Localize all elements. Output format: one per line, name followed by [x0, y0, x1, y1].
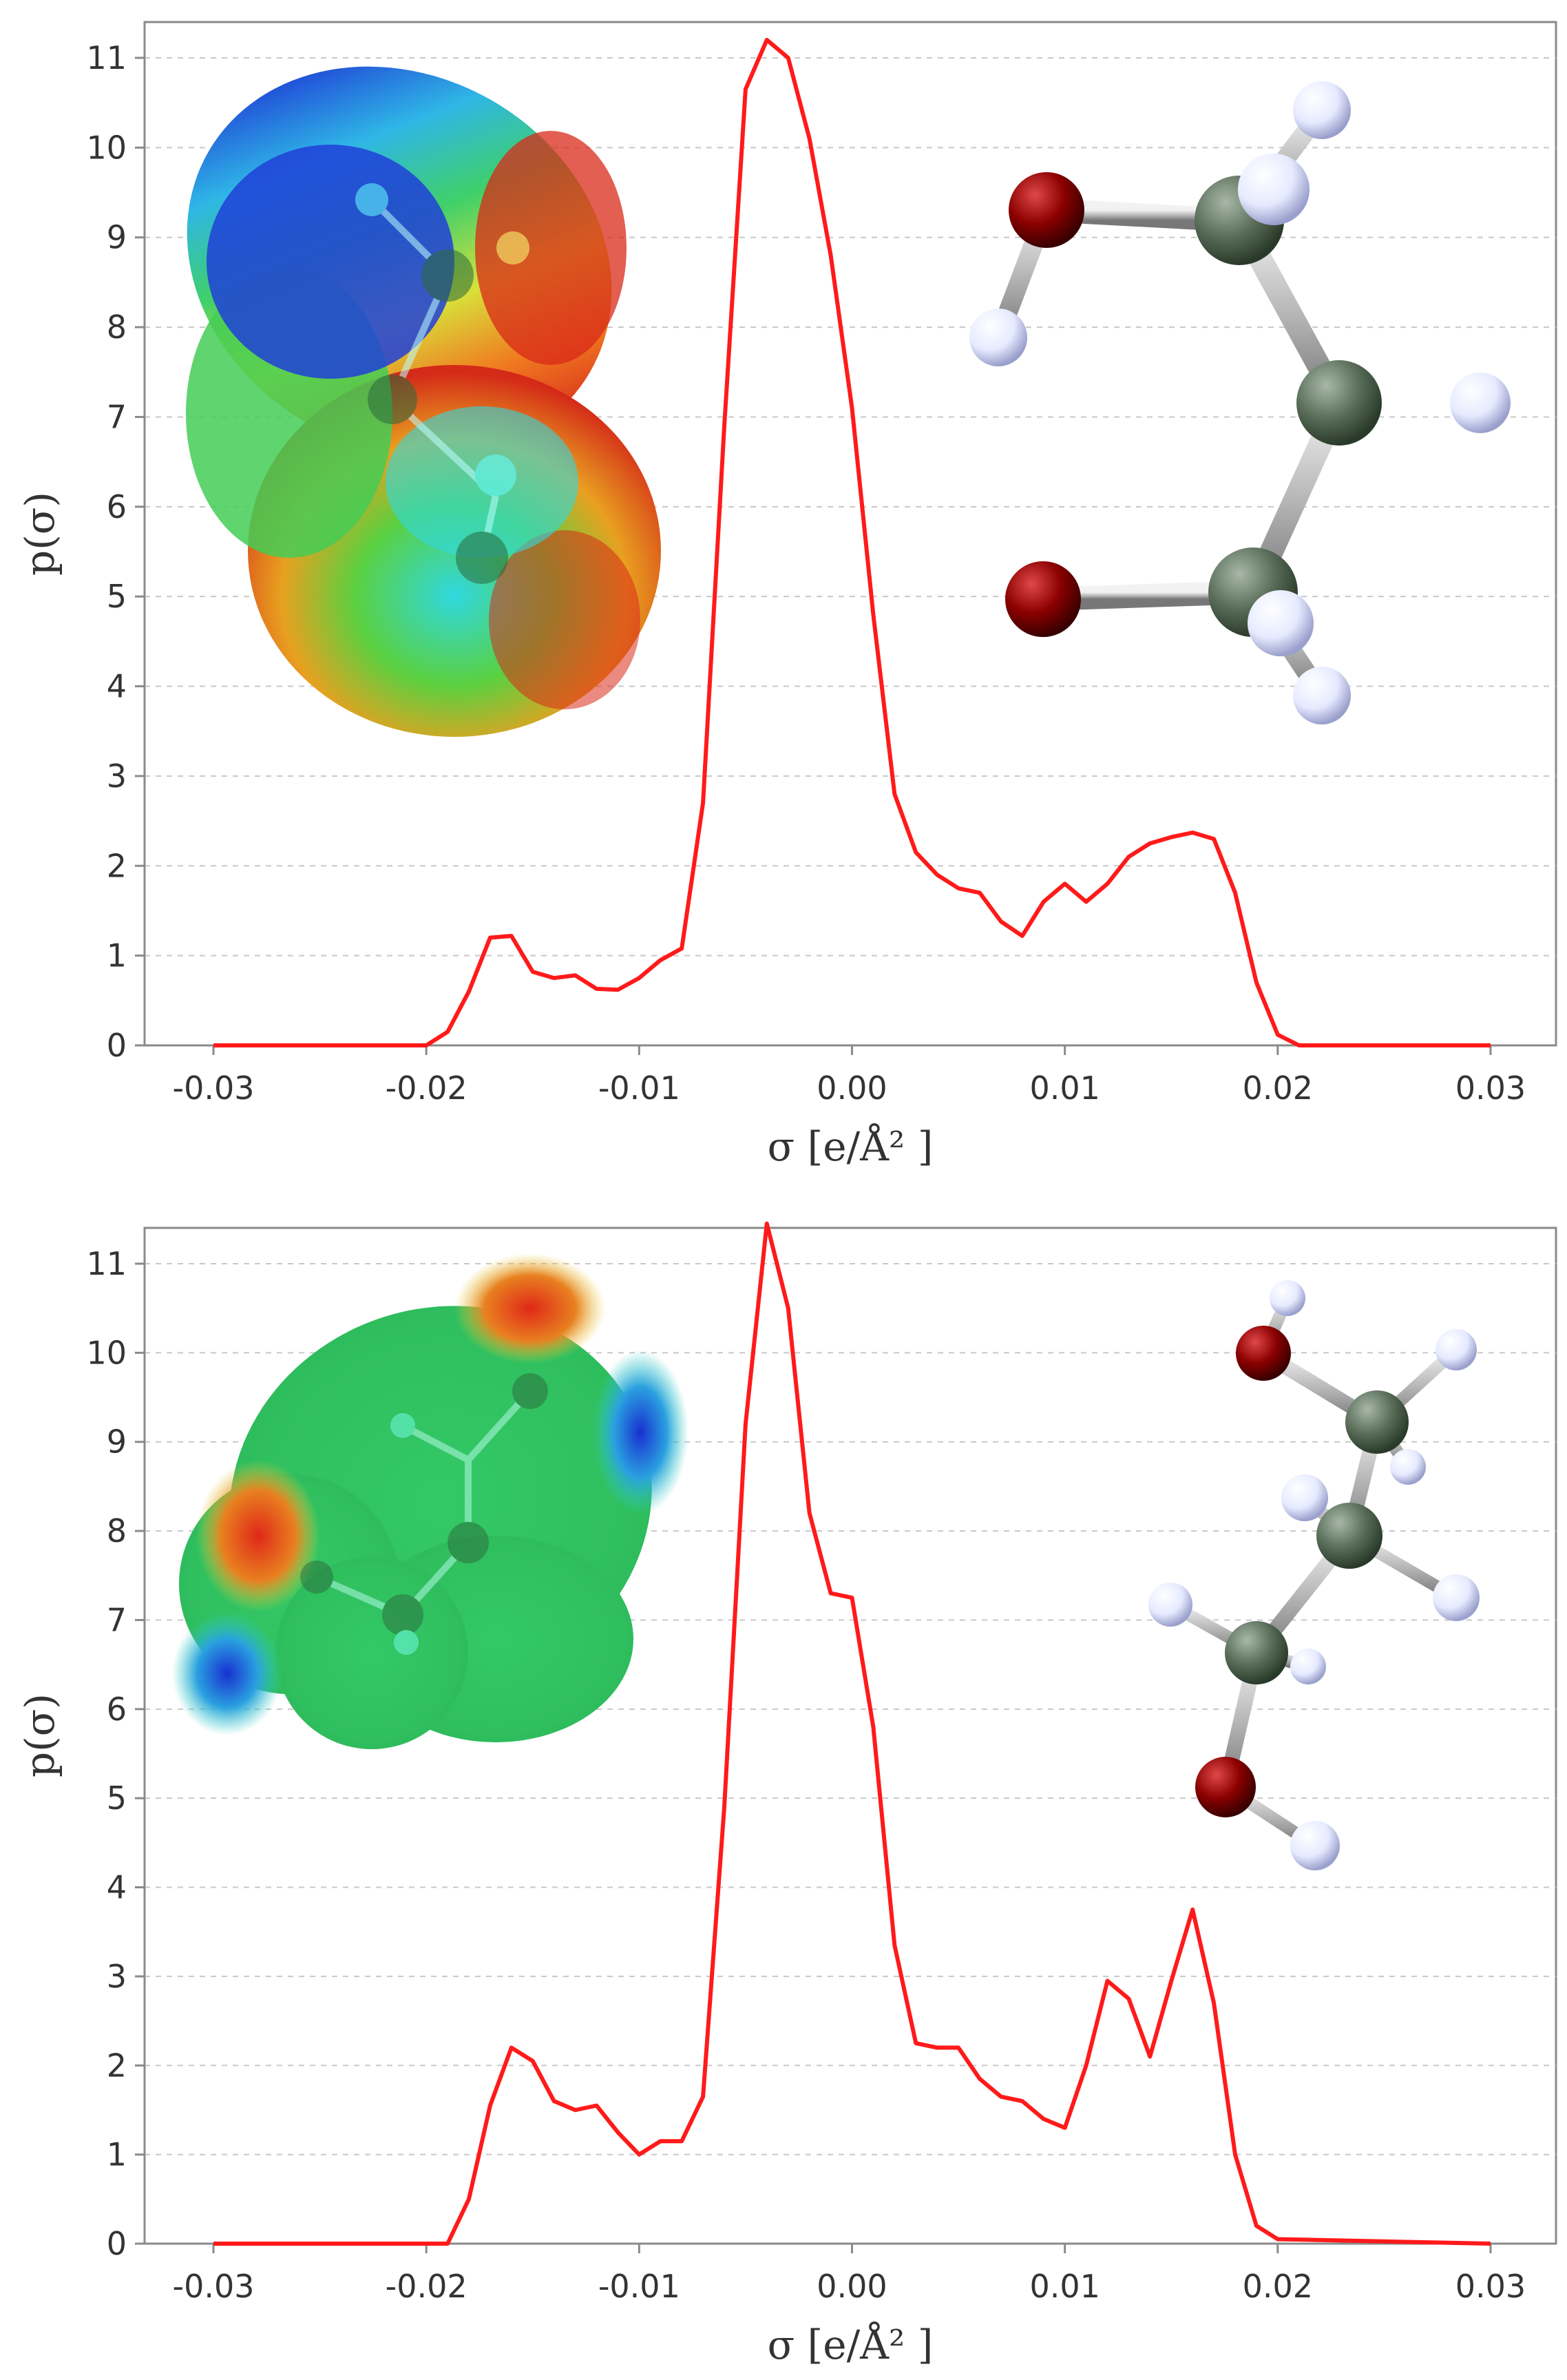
sigma-surface-image: [186, 66, 661, 737]
y-tick-label: 9: [107, 1423, 127, 1461]
x-tick-label: 0.01: [1029, 2268, 1100, 2305]
series-line: [213, 1221, 1491, 2246]
x-tick-label: -0.01: [598, 1069, 680, 1107]
x-tick-label: -0.01: [598, 2268, 680, 2305]
x-ticks: -0.03 -0.02 -0.01 0.00 0.01 0.02 0.03: [172, 1045, 1526, 1107]
x-tick-label: 0.03: [1455, 2268, 1526, 2305]
y-tick-label: 0: [107, 1027, 127, 1064]
x-tick-label: 0.00: [817, 1069, 887, 1107]
y-tick-label: 1: [107, 937, 127, 974]
y-tick-label: 2: [107, 847, 127, 884]
y-tick-label: 3: [107, 758, 127, 795]
y-tick-label: 1: [107, 2136, 127, 2173]
y-tick-label: 8: [107, 309, 127, 346]
y-tick-label: 8: [107, 1512, 127, 1549]
series-line: [213, 37, 1491, 1047]
chart-panel-bottom: 0 1 2 3 4 5 6 7 8 9 10 11 -0.03 -0.02 -0.01 0.00 0.01 0.…: [17, 1221, 1557, 2368]
y-tick-label: 2: [107, 2047, 127, 2084]
x-tick-label: 0.01: [1029, 1069, 1100, 1107]
y-tick-label: 6: [107, 488, 127, 525]
x-tick-label: 0.02: [1243, 2268, 1313, 2305]
x-axis-title: σ [e/Å² ]: [768, 2321, 934, 2368]
ball-and-stick-molecule-image: [969, 81, 1511, 724]
y-tick-label: 10: [86, 1334, 127, 1371]
y-tick-label: 6: [107, 1691, 127, 1728]
x-tick-label: -0.03: [172, 2268, 254, 2305]
sigma-surface-image: [172, 1253, 688, 1749]
x-tick-label: -0.03: [172, 1069, 254, 1107]
x-tick-label: 0.03: [1455, 1069, 1526, 1107]
y-tick-label: 0: [107, 2225, 127, 2262]
y-tick-label: 11: [86, 39, 127, 76]
x-ticks: -0.03 -0.02 -0.01 0.00 0.01 0.02 0.03: [172, 2244, 1526, 2305]
y-tick-label: 10: [86, 129, 127, 166]
y-axis-title: p(σ): [17, 492, 63, 576]
y-tick-label: 5: [107, 1779, 127, 1817]
x-axis-title: σ [e/Å² ]: [768, 1123, 934, 1170]
y-tick-label: 4: [107, 668, 127, 705]
y-tick-label: 7: [107, 1601, 127, 1638]
chart-panel-top: 0 1 2 3 4 5 6 7 8 9 10 11 -0.03 -0.02 -0.01 0.00 0.01 0.…: [17, 21, 1557, 1170]
x-tick-label: 0.00: [817, 2268, 887, 2305]
y-tick-label: 11: [86, 1245, 127, 1282]
y-ticks: 0 1 2 3 4 5 6 7 8 9 10 11: [86, 1245, 145, 2262]
x-tick-label: 0.02: [1243, 1069, 1313, 1107]
y-tick-label: 4: [107, 1869, 127, 1906]
x-tick-label: -0.02: [386, 2268, 467, 2305]
y-tick-label: 3: [107, 1958, 127, 1995]
y-tick-label: 9: [107, 219, 127, 256]
y-ticks: 0 1 2 3 4 5 6 7 8 9 10 11: [86, 39, 145, 1064]
y-axis-title: p(σ): [17, 1693, 63, 1777]
y-tick-label: 5: [107, 578, 127, 615]
ball-and-stick-molecule-image: [1148, 1280, 1480, 1870]
y-tick-label: 7: [107, 398, 127, 435]
x-tick-label: -0.02: [386, 1069, 467, 1107]
